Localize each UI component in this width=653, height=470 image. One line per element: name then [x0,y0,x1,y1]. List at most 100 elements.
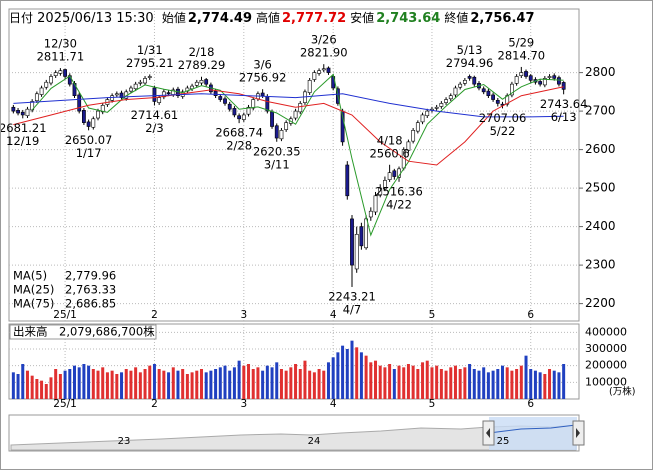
candle [317,68,321,76]
candle-body [495,100,500,104]
volume-bar [317,369,321,399]
annotation-date: 2/3 [145,121,164,135]
annotation-value: 2516.36 [375,184,423,198]
ma-line [31,73,564,237]
candle [557,75,561,87]
x-tick-label: 25/1 [53,309,77,321]
candle-body [152,87,157,102]
volume-bar [519,365,523,399]
candle [514,74,519,86]
annotation-value: 2620.35 [253,144,301,158]
annotation-value: 2668.74 [215,126,263,140]
candle [133,81,138,92]
candle [110,93,115,103]
y-tick-label: 2200 [585,296,616,310]
candle [119,90,124,100]
volume-bar [562,364,566,399]
candle-body [462,80,467,84]
header-label: 終値 [444,11,469,25]
legend-value: 2,763.33 [65,283,116,297]
volume-bar [538,372,542,399]
candle-body [246,106,251,115]
candle-body [265,96,270,112]
volume-bar [364,355,368,399]
volume-bar [406,364,410,399]
x-tick-label: 3 [240,309,247,321]
volume-bar [388,364,392,399]
volume-bar [378,365,382,399]
candle [345,161,350,200]
candle-body [279,130,284,140]
candle-body [218,96,223,100]
volume-bar [275,362,279,399]
volume-bar [209,370,213,399]
candle [467,74,472,81]
candle [481,86,486,95]
candle-body [199,80,204,84]
header-label: 始値 [161,11,186,25]
volume-bar [284,370,288,399]
volume-bar [251,369,255,399]
volume-bar [491,370,495,399]
volume-bar [11,372,15,399]
candle [143,76,147,86]
annotation-value: 2821.90 [300,46,348,60]
candle-body [359,226,364,247]
candle [279,128,284,142]
navigator-window[interactable] [489,417,577,450]
x-tick-label: 6 [527,398,534,410]
volume-bar [176,370,180,399]
volume-bar [54,369,58,399]
navigator-label: 23 [118,436,131,447]
candle [63,68,67,79]
volume-bar [115,374,119,399]
candle [44,79,49,90]
candle-body [524,71,528,77]
candle-body [194,81,199,86]
candle-body [561,82,566,90]
volume-title-box [9,324,157,340]
annotation-value: 2794.96 [446,56,494,70]
volume-bar [87,365,91,399]
y-tick-label: 2800 [585,65,616,79]
x-tick-label: 6 [527,309,534,321]
navigator[interactable]: 23 24 25 [8,414,585,452]
y-tick-label: 300000 [585,342,627,355]
volume-bar [453,365,457,399]
candle-body [392,170,397,177]
annotation-value: 2814.70 [498,48,546,62]
volume-bar [515,369,519,399]
annotation-date: 1/17 [76,146,102,160]
annotation-value: 2560.6 [369,146,409,160]
volume-bar [439,369,443,399]
candle [458,81,463,90]
candle-body [77,94,82,112]
volume-bar [190,372,194,399]
candle-body [425,110,430,117]
date-label: 日付 [9,11,34,25]
annotation-date: 3/6 [253,58,272,72]
volume-bar [44,384,48,399]
annotation-date: 5/22 [490,124,516,138]
annotation-value: 2714.61 [131,108,179,122]
candle [538,79,543,87]
candle-body [147,76,152,78]
volume-bar [359,352,363,399]
volume-bar [383,367,387,399]
candle-body [232,108,237,116]
candle-body [30,101,35,111]
x-tick-label: 3 [240,398,247,410]
candle-body [406,141,411,151]
navigator-label: 24 [308,436,321,447]
candle-body [293,110,298,119]
volume-bar [369,362,373,399]
volume-bar [524,355,528,399]
annotation-value: 2789.29 [178,58,226,72]
volume-bar [543,374,547,399]
candle [547,74,552,80]
candle-body [350,218,354,266]
volume-bar [228,370,232,399]
annotation-date: 4/22 [386,197,412,211]
candle-body [481,88,486,93]
volume-bar [444,370,448,399]
